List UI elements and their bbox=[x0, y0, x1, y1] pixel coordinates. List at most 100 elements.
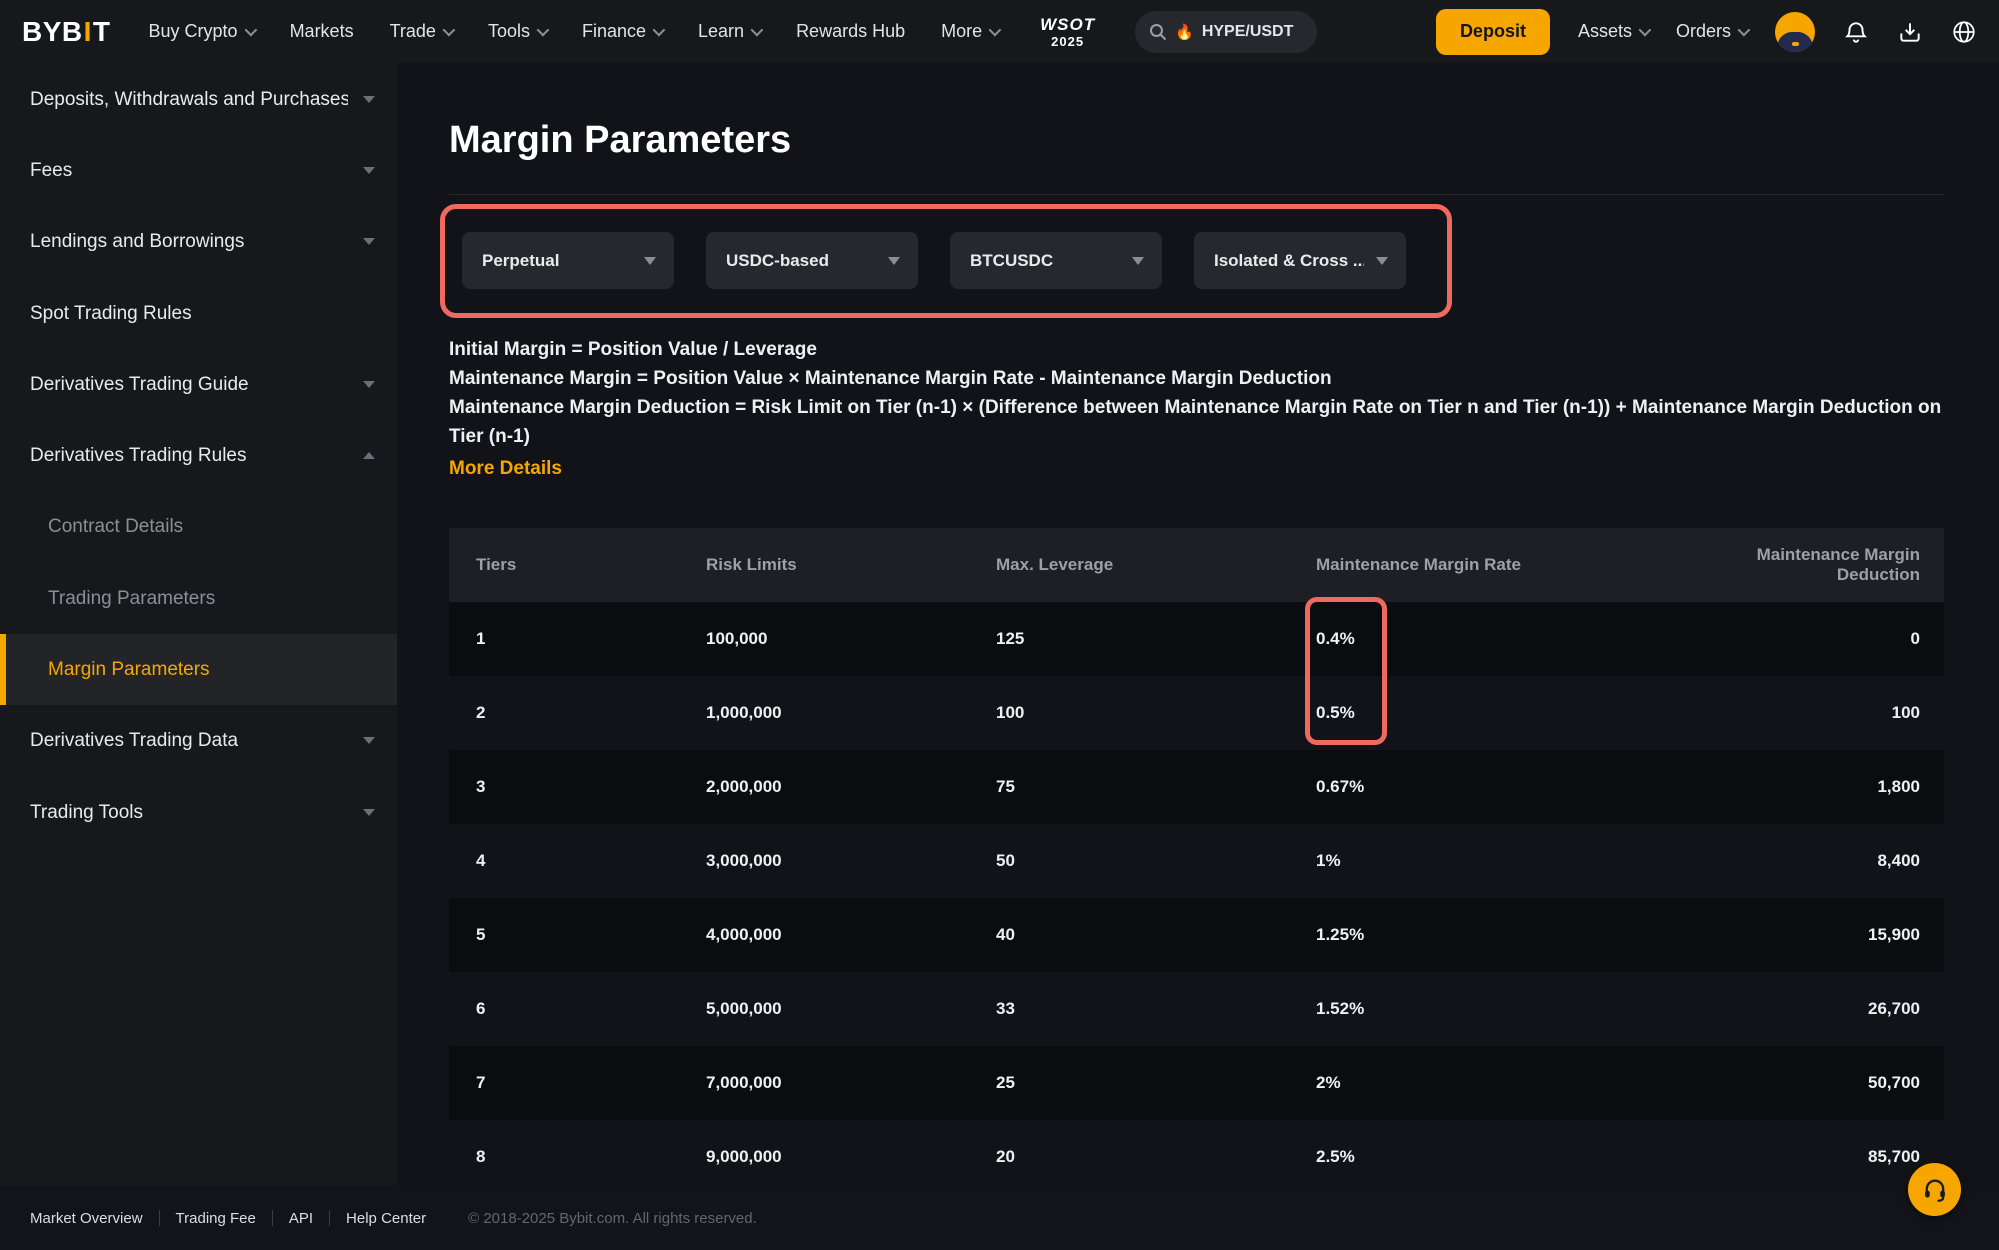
sidebar-item-margin-parameters[interactable]: Margin Parameters bbox=[0, 634, 397, 705]
sidebar-item-contract-details[interactable]: Contract Details bbox=[48, 515, 184, 537]
sidebar-item-spot-trading-rules[interactable]: Spot Trading Rules bbox=[30, 302, 192, 324]
footer-link-help-center[interactable]: Help Center bbox=[346, 1209, 427, 1227]
column-header-max-leverage: Max. Leverage bbox=[996, 555, 1114, 574]
caret-down-icon bbox=[1376, 256, 1388, 265]
nav-item-rewards-hub[interactable]: Rewards Hub bbox=[796, 21, 906, 41]
title-divider bbox=[449, 194, 1944, 195]
table-row: 8 9,000,000 20 2.5% 85,700 bbox=[476, 1147, 1920, 1166]
margin-mode-dropdown[interactable]: Isolated & Cross ... bbox=[1194, 232, 1406, 289]
bybit-logo[interactable]: BYB I T bbox=[22, 16, 111, 48]
sidebar-item-derivatives-trading-guide[interactable]: Derivatives Trading Guide bbox=[0, 349, 397, 420]
margin-parameters-table: Tiers Risk Limits Max. Leverage Maintena… bbox=[449, 528, 1944, 1194]
formula-block: Initial Margin = Position Value / Levera… bbox=[449, 335, 1947, 483]
sidebar-item-fees[interactable]: Fees bbox=[0, 135, 397, 206]
footer: Market Overview Trading Fee API Help Cen… bbox=[0, 1186, 1999, 1250]
top-nav: BYB I T Buy Crypto Markets Trade Tools Fin… bbox=[0, 0, 1999, 63]
table-row: 1 100,000 125 0.4% 0 bbox=[449, 602, 1944, 676]
nav-item-markets[interactable]: Markets bbox=[289, 21, 354, 41]
logo-part1: BYB bbox=[22, 15, 83, 47]
caret-down-icon bbox=[363, 381, 375, 388]
nav-item-orders[interactable]: Orders bbox=[1676, 21, 1751, 42]
sidebar: Deposits, Withdrawals and Purchases Fees… bbox=[0, 63, 397, 1186]
table-row: 4 3,000,000 50 1% 8,400 bbox=[476, 851, 1920, 870]
nav-item-buy-crypto[interactable]: Buy Crypto bbox=[149, 21, 257, 42]
formula-maintenance-margin: Maintenance Margin = Position Value × Ma… bbox=[449, 368, 1332, 389]
table-row: 7 7,000,000 25 2% 50,700 bbox=[449, 1046, 1944, 1120]
logo-part2: T bbox=[92, 15, 111, 47]
notifications-button[interactable] bbox=[1843, 19, 1869, 45]
deposit-button[interactable]: Deposit bbox=[1435, 8, 1550, 55]
caret-down-icon bbox=[363, 809, 375, 816]
margin-currency-dropdown[interactable]: USDC-based bbox=[706, 232, 918, 289]
footer-link-trading-fee[interactable]: Trading Fee bbox=[175, 1209, 256, 1227]
headset-icon bbox=[1924, 1179, 1945, 1202]
nav-menu: Buy Crypto Markets Trade Tools Finance L… bbox=[149, 21, 1002, 42]
footer-link-api[interactable]: API bbox=[288, 1209, 314, 1227]
column-header-maintenance-margin-rate: Maintenance Margin Rate bbox=[1316, 555, 1521, 574]
nav-item-tools[interactable]: Tools bbox=[488, 21, 550, 42]
search-value: HYPE/USDT bbox=[1201, 22, 1294, 40]
chevron-down-icon bbox=[1638, 23, 1652, 37]
flame-icon: 🔥 bbox=[1175, 23, 1194, 41]
footer-links: Market Overview Trading Fee API Help Cen… bbox=[30, 1210, 426, 1227]
caret-down-icon bbox=[363, 167, 375, 174]
caret-down-icon bbox=[644, 256, 656, 265]
chevron-down-icon bbox=[652, 23, 666, 37]
footer-separator bbox=[158, 1210, 160, 1226]
language-button[interactable] bbox=[1951, 19, 1977, 45]
wsot-2025-logo[interactable]: WSOT 2025 bbox=[1040, 14, 1096, 49]
sidebar-item-deposits-withdrawals[interactable]: Deposits, Withdrawals and Purchases bbox=[0, 64, 397, 135]
column-header-risk-limits: Risk Limits bbox=[706, 555, 797, 574]
nav-item-learn[interactable]: Learn bbox=[698, 21, 764, 42]
globe-icon bbox=[1953, 20, 1975, 43]
user-avatar[interactable] bbox=[1775, 11, 1815, 52]
column-header-tiers: Tiers bbox=[476, 555, 517, 574]
footer-separator bbox=[271, 1210, 273, 1226]
main-content: Margin Parameters Perpetual USDC-based B… bbox=[397, 63, 1999, 1186]
copyright-text: © 2018-2025 Bybit.com. All rights reserv… bbox=[468, 1209, 757, 1227]
search-input[interactable]: 🔥 HYPE/USDT bbox=[1135, 10, 1318, 53]
footer-separator bbox=[329, 1210, 331, 1226]
search-icon bbox=[1150, 23, 1167, 40]
chevron-down-icon bbox=[988, 23, 1002, 37]
caret-down-icon bbox=[363, 96, 375, 103]
sidebar-item-derivatives-trading-data[interactable]: Derivatives Trading Data bbox=[0, 705, 397, 776]
chevron-down-icon bbox=[244, 23, 257, 37]
caret-down-icon bbox=[363, 238, 375, 245]
caret-up-icon bbox=[363, 452, 375, 459]
chevron-down-icon bbox=[442, 23, 456, 37]
download-icon bbox=[1900, 22, 1920, 42]
sidebar-item-derivatives-trading-rules[interactable]: Derivatives Trading Rules bbox=[0, 420, 397, 491]
download-app-button[interactable] bbox=[1897, 19, 1923, 45]
chevron-down-icon bbox=[1737, 23, 1751, 37]
table-header: Tiers Risk Limits Max. Leverage Maintena… bbox=[449, 528, 1944, 602]
nav-right: Deposit Assets Orders bbox=[1435, 0, 1977, 63]
caret-down-icon bbox=[1132, 256, 1144, 265]
table-row: 3 2,000,000 75 0.67% 1,800 bbox=[449, 750, 1944, 824]
contract-type-dropdown[interactable]: Perpetual bbox=[462, 232, 674, 289]
sidebar-item-trading-parameters[interactable]: Trading Parameters bbox=[48, 587, 216, 609]
caret-down-icon bbox=[363, 737, 375, 744]
caret-down-icon bbox=[888, 256, 900, 265]
support-chat-button[interactable] bbox=[1908, 1163, 1961, 1216]
sidebar-item-trading-tools[interactable]: Trading Tools bbox=[0, 777, 397, 848]
filter-row: Perpetual USDC-based BTCUSDC Isolated & … bbox=[462, 232, 1406, 289]
formula-initial-margin: Initial Margin = Position Value / Levera… bbox=[449, 339, 817, 360]
column-header-maintenance-margin-deduction: Maintenance Margin Deduction bbox=[1756, 545, 1920, 584]
nav-item-trade[interactable]: Trade bbox=[390, 21, 456, 42]
table-row: 6 5,000,000 33 1.52% 26,700 bbox=[476, 999, 1920, 1018]
chevron-down-icon bbox=[536, 23, 550, 37]
symbol-dropdown[interactable]: BTCUSDC bbox=[950, 232, 1162, 289]
formula-maintenance-margin-deduction: Maintenance Margin Deduction = Risk Limi… bbox=[449, 397, 1942, 447]
table-row: 2 1,000,000 100 0.5% 100 bbox=[476, 703, 1920, 722]
page-title: Margin Parameters bbox=[449, 119, 792, 161]
logo-accent: I bbox=[83, 15, 92, 47]
nav-item-finance[interactable]: Finance bbox=[582, 21, 666, 42]
more-details-link[interactable]: More Details bbox=[449, 458, 562, 479]
footer-link-market-overview[interactable]: Market Overview bbox=[30, 1209, 143, 1227]
sidebar-item-lendings-borrowings[interactable]: Lendings and Borrowings bbox=[0, 206, 397, 277]
chevron-down-icon bbox=[750, 23, 764, 37]
bell-icon bbox=[1844, 21, 1868, 43]
nav-item-more[interactable]: More bbox=[941, 21, 1002, 42]
nav-item-assets[interactable]: Assets bbox=[1578, 21, 1652, 42]
